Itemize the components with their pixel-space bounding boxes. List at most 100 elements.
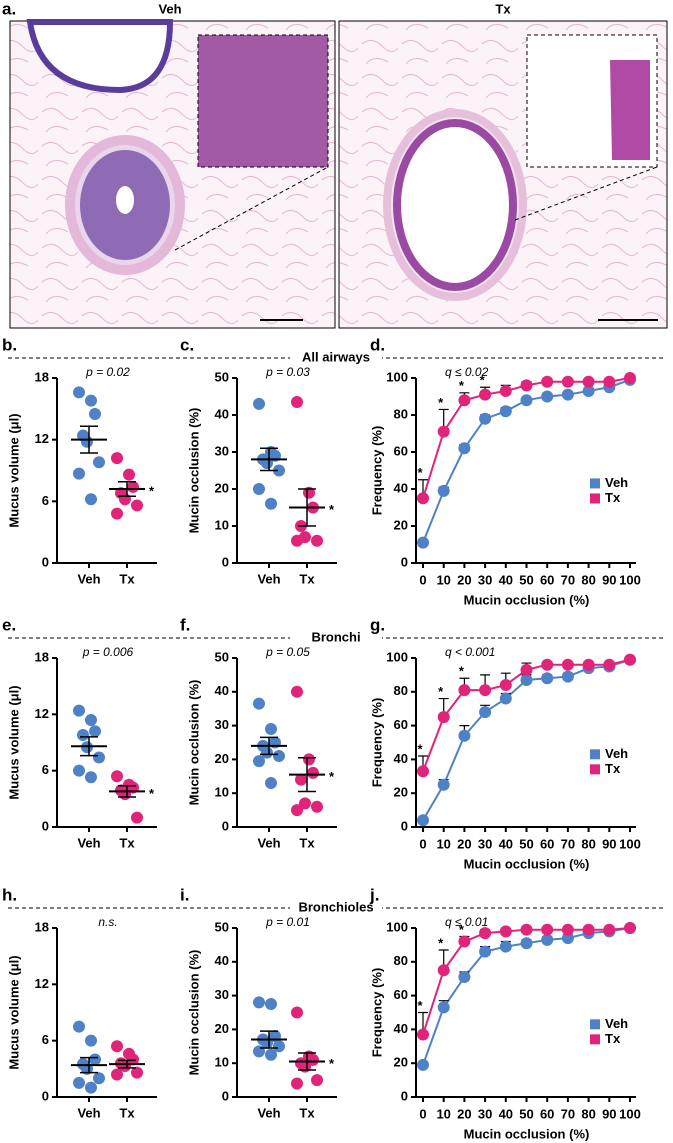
- x-tick-label: Tx: [299, 571, 315, 586]
- histology-tx: [338, 20, 668, 329]
- y-tick-label: 0: [222, 818, 229, 833]
- y-axis-label: Mucin occlusion (%): [186, 408, 201, 534]
- panel-label: a.: [2, 0, 16, 18]
- data-point: [520, 663, 533, 676]
- x-tick-label: 20: [457, 836, 471, 851]
- data-point: [417, 536, 429, 549]
- data-point: [299, 797, 311, 810]
- error-bar: [298, 1052, 316, 1071]
- panel-label: f.: [180, 615, 190, 634]
- data-point: [541, 390, 554, 403]
- x-tick-label: 30: [478, 836, 492, 851]
- data-point: [582, 923, 595, 936]
- error-bar: [260, 736, 278, 756]
- data-point: [295, 773, 307, 786]
- data-point: [582, 384, 595, 397]
- annotation: p = 0.05: [265, 645, 310, 659]
- y-axis-label: Mucus volume (μl): [6, 413, 21, 527]
- data-point: [561, 388, 574, 401]
- annotation: p = 0.03: [265, 365, 310, 379]
- data-point: [131, 499, 143, 512]
- y-tick-label: 6: [42, 762, 49, 777]
- y-tick-label: 12: [35, 976, 49, 991]
- data-point: [93, 1072, 105, 1085]
- error-bar: [260, 447, 278, 472]
- data-point: [85, 394, 97, 407]
- data-point: [437, 484, 450, 497]
- data-point: [73, 704, 85, 717]
- data-point: [541, 375, 554, 388]
- annotation: q < 0.001: [445, 645, 495, 659]
- data-point: [520, 673, 533, 686]
- section-bg: [290, 629, 382, 647]
- data-point: [85, 1081, 97, 1094]
- x-tick-label: Veh: [257, 1105, 280, 1120]
- significance: *: [417, 465, 423, 480]
- error-bar: [298, 756, 316, 793]
- data-point: [93, 751, 105, 764]
- x-tick-label: 20: [457, 1106, 471, 1121]
- data-point: [479, 927, 492, 940]
- x-tick-label: 0: [419, 1106, 426, 1121]
- image-title: Veh: [158, 1, 181, 16]
- y-tick-label: 18: [35, 649, 49, 664]
- data-point: [520, 937, 533, 950]
- x-tick-label: 50: [519, 836, 533, 851]
- y-tick-label: 40: [394, 751, 408, 766]
- data-point: [85, 771, 97, 784]
- legend-swatch: [590, 1019, 600, 1030]
- y-tick-label: 40: [215, 683, 229, 698]
- data-point: [458, 729, 471, 742]
- data-point: [73, 1020, 85, 1033]
- x-tick-label: Veh: [77, 571, 100, 586]
- x-tick-label: Tx: [119, 835, 135, 850]
- data-point: [273, 464, 285, 477]
- data-point: [582, 658, 595, 671]
- data-point: [603, 375, 616, 388]
- data-point: [85, 1034, 97, 1047]
- data-point: [303, 753, 315, 766]
- x-tick-label: 0: [419, 572, 426, 587]
- data-point: [291, 804, 303, 817]
- y-axis-label: Frequency (%): [369, 426, 384, 516]
- legend-label: Tx: [605, 761, 621, 776]
- x-tick-label: Tx: [299, 1105, 315, 1120]
- data-point: [73, 1076, 85, 1089]
- data-point: [520, 923, 533, 936]
- data-point: [265, 998, 277, 1011]
- legend-swatch: [590, 749, 600, 760]
- legend-swatch: [590, 493, 600, 504]
- data-point: [624, 653, 636, 666]
- x-tick-label: 80: [581, 1106, 595, 1121]
- section-bg: [290, 899, 382, 917]
- y-tick-label: 40: [215, 953, 229, 968]
- data-point: [127, 1053, 139, 1066]
- legend-label: Veh: [605, 746, 628, 761]
- y-tick-label: 40: [394, 1021, 408, 1036]
- data-point: [458, 394, 471, 407]
- y-tick-label: 6: [42, 493, 49, 508]
- data-point: [437, 711, 450, 724]
- x-tick-label: 100: [619, 836, 641, 851]
- section-bg: [290, 349, 382, 367]
- data-point: [93, 456, 105, 469]
- data-point: [253, 483, 265, 495]
- legend-swatch: [590, 764, 600, 775]
- y-tick-label: 100: [386, 919, 408, 934]
- data-point: [479, 706, 492, 719]
- legend-label: Tx: [605, 1031, 621, 1046]
- annotation: p = 0.02: [85, 365, 130, 379]
- error-bar: [298, 488, 316, 527]
- data-point: [499, 679, 512, 692]
- y-tick-label: 20: [394, 1055, 408, 1070]
- y-tick-label: 0: [401, 818, 408, 833]
- annotation: q ≤ 0.02: [445, 365, 489, 379]
- data-point: [437, 964, 450, 977]
- data-point: [458, 971, 471, 984]
- data-point: [253, 697, 265, 710]
- significance: *: [438, 395, 444, 410]
- section-title: Bronchi: [311, 629, 360, 644]
- data-point: [81, 435, 93, 448]
- data-point: [119, 1060, 131, 1073]
